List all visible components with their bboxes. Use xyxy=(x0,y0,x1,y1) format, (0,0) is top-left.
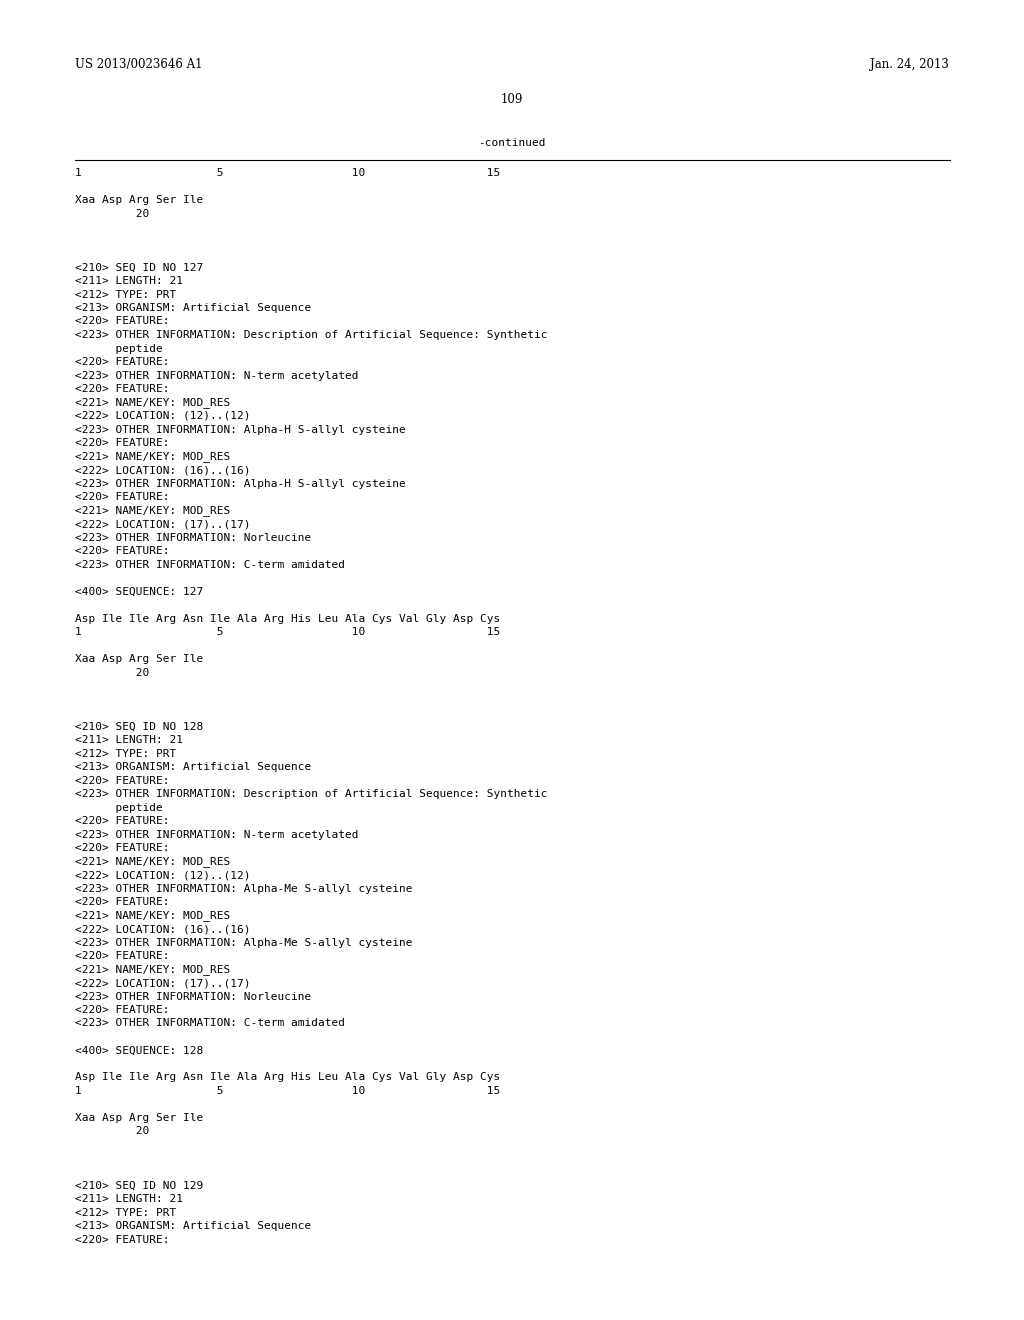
Text: <221> NAME/KEY: MOD_RES: <221> NAME/KEY: MOD_RES xyxy=(75,911,230,921)
Text: <211> LENGTH: 21: <211> LENGTH: 21 xyxy=(75,735,183,744)
Text: <222> LOCATION: (17)..(17): <222> LOCATION: (17)..(17) xyxy=(75,978,251,987)
Text: <212> TYPE: PRT: <212> TYPE: PRT xyxy=(75,289,176,300)
Text: US 2013/0023646 A1: US 2013/0023646 A1 xyxy=(75,58,203,71)
Text: <213> ORGANISM: Artificial Sequence: <213> ORGANISM: Artificial Sequence xyxy=(75,762,311,772)
Text: <221> NAME/KEY: MOD_RES: <221> NAME/KEY: MOD_RES xyxy=(75,506,230,516)
Text: <221> NAME/KEY: MOD_RES: <221> NAME/KEY: MOD_RES xyxy=(75,397,230,408)
Text: <210> SEQ ID NO 129: <210> SEQ ID NO 129 xyxy=(75,1180,203,1191)
Text: 20: 20 xyxy=(75,668,150,677)
Text: <222> LOCATION: (16)..(16): <222> LOCATION: (16)..(16) xyxy=(75,465,251,475)
Text: 20: 20 xyxy=(75,209,150,219)
Text: -continued: -continued xyxy=(478,139,546,148)
Text: <220> FEATURE:: <220> FEATURE: xyxy=(75,843,170,853)
Text: <212> TYPE: PRT: <212> TYPE: PRT xyxy=(75,748,176,759)
Text: <222> LOCATION: (17)..(17): <222> LOCATION: (17)..(17) xyxy=(75,519,251,529)
Text: <223> OTHER INFORMATION: C-term amidated: <223> OTHER INFORMATION: C-term amidated xyxy=(75,1019,345,1028)
Text: <223> OTHER INFORMATION: Norleucine: <223> OTHER INFORMATION: Norleucine xyxy=(75,991,311,1002)
Text: 1                    5                   10                  15: 1 5 10 15 xyxy=(75,168,501,178)
Text: <220> FEATURE:: <220> FEATURE: xyxy=(75,546,170,556)
Text: <223> OTHER INFORMATION: Description of Artificial Sequence: Synthetic: <223> OTHER INFORMATION: Description of … xyxy=(75,330,548,341)
Text: <223> OTHER INFORMATION: Alpha-H S-allyl cysteine: <223> OTHER INFORMATION: Alpha-H S-allyl… xyxy=(75,479,406,488)
Text: <212> TYPE: PRT: <212> TYPE: PRT xyxy=(75,1208,176,1217)
Text: <220> FEATURE:: <220> FEATURE: xyxy=(75,317,170,326)
Text: Asp Ile Ile Arg Asn Ile Ala Arg His Leu Ala Cys Val Gly Asp Cys: Asp Ile Ile Arg Asn Ile Ala Arg His Leu … xyxy=(75,1072,501,1082)
Text: 1                    5                   10                  15: 1 5 10 15 xyxy=(75,1086,501,1096)
Text: <223> OTHER INFORMATION: C-term amidated: <223> OTHER INFORMATION: C-term amidated xyxy=(75,560,345,569)
Text: <223> OTHER INFORMATION: Norleucine: <223> OTHER INFORMATION: Norleucine xyxy=(75,532,311,543)
Text: <223> OTHER INFORMATION: N-term acetylated: <223> OTHER INFORMATION: N-term acetylat… xyxy=(75,371,358,380)
Text: Xaa Asp Arg Ser Ile: Xaa Asp Arg Ser Ile xyxy=(75,1113,203,1123)
Text: 1                    5                   10                  15: 1 5 10 15 xyxy=(75,627,501,638)
Text: <213> ORGANISM: Artificial Sequence: <213> ORGANISM: Artificial Sequence xyxy=(75,1221,311,1232)
Text: Jan. 24, 2013: Jan. 24, 2013 xyxy=(870,58,949,71)
Text: <222> LOCATION: (12)..(12): <222> LOCATION: (12)..(12) xyxy=(75,870,251,880)
Text: <220> FEATURE:: <220> FEATURE: xyxy=(75,492,170,502)
Text: <221> NAME/KEY: MOD_RES: <221> NAME/KEY: MOD_RES xyxy=(75,965,230,975)
Text: <221> NAME/KEY: MOD_RES: <221> NAME/KEY: MOD_RES xyxy=(75,451,230,462)
Text: 20: 20 xyxy=(75,1126,150,1137)
Text: <223> OTHER INFORMATION: N-term acetylated: <223> OTHER INFORMATION: N-term acetylat… xyxy=(75,829,358,840)
Text: Asp Ile Ile Arg Asn Ile Ala Arg His Leu Ala Cys Val Gly Asp Cys: Asp Ile Ile Arg Asn Ile Ala Arg His Leu … xyxy=(75,614,501,623)
Text: <220> FEATURE:: <220> FEATURE: xyxy=(75,356,170,367)
Text: peptide: peptide xyxy=(75,803,163,813)
Text: <220> FEATURE:: <220> FEATURE: xyxy=(75,776,170,785)
Text: peptide: peptide xyxy=(75,343,163,354)
Text: <211> LENGTH: 21: <211> LENGTH: 21 xyxy=(75,276,183,286)
Text: <221> NAME/KEY: MOD_RES: <221> NAME/KEY: MOD_RES xyxy=(75,857,230,867)
Text: 109: 109 xyxy=(501,92,523,106)
Text: <220> FEATURE:: <220> FEATURE: xyxy=(75,1234,170,1245)
Text: <400> SEQUENCE: 127: <400> SEQUENCE: 127 xyxy=(75,586,203,597)
Text: <223> OTHER INFORMATION: Alpha-Me S-allyl cysteine: <223> OTHER INFORMATION: Alpha-Me S-ally… xyxy=(75,883,413,894)
Text: Xaa Asp Arg Ser Ile: Xaa Asp Arg Ser Ile xyxy=(75,195,203,205)
Text: <400> SEQUENCE: 128: <400> SEQUENCE: 128 xyxy=(75,1045,203,1056)
Text: <220> FEATURE:: <220> FEATURE: xyxy=(75,950,170,961)
Text: <213> ORGANISM: Artificial Sequence: <213> ORGANISM: Artificial Sequence xyxy=(75,304,311,313)
Text: <222> LOCATION: (12)..(12): <222> LOCATION: (12)..(12) xyxy=(75,411,251,421)
Text: Xaa Asp Arg Ser Ile: Xaa Asp Arg Ser Ile xyxy=(75,653,203,664)
Text: <210> SEQ ID NO 127: <210> SEQ ID NO 127 xyxy=(75,263,203,272)
Text: <222> LOCATION: (16)..(16): <222> LOCATION: (16)..(16) xyxy=(75,924,251,935)
Text: <223> OTHER INFORMATION: Alpha-H S-allyl cysteine: <223> OTHER INFORMATION: Alpha-H S-allyl… xyxy=(75,425,406,434)
Text: <223> OTHER INFORMATION: Alpha-Me S-allyl cysteine: <223> OTHER INFORMATION: Alpha-Me S-ally… xyxy=(75,937,413,948)
Text: <220> FEATURE:: <220> FEATURE: xyxy=(75,816,170,826)
Text: <220> FEATURE:: <220> FEATURE: xyxy=(75,1005,170,1015)
Text: <211> LENGTH: 21: <211> LENGTH: 21 xyxy=(75,1195,183,1204)
Text: <220> FEATURE:: <220> FEATURE: xyxy=(75,898,170,907)
Text: <210> SEQ ID NO 128: <210> SEQ ID NO 128 xyxy=(75,722,203,731)
Text: <223> OTHER INFORMATION: Description of Artificial Sequence: Synthetic: <223> OTHER INFORMATION: Description of … xyxy=(75,789,548,799)
Text: <220> FEATURE:: <220> FEATURE: xyxy=(75,438,170,447)
Text: <220> FEATURE:: <220> FEATURE: xyxy=(75,384,170,393)
